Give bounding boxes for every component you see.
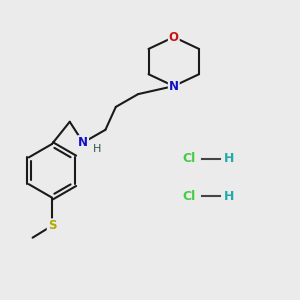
Text: O: O	[169, 31, 179, 44]
Text: N: N	[169, 80, 179, 93]
Text: H: H	[224, 190, 235, 202]
Text: H: H	[224, 152, 235, 165]
Text: H: H	[93, 143, 102, 154]
Text: N: N	[78, 136, 88, 149]
Text: S: S	[48, 219, 56, 232]
Text: Cl: Cl	[183, 190, 196, 202]
Text: Cl: Cl	[183, 152, 196, 165]
